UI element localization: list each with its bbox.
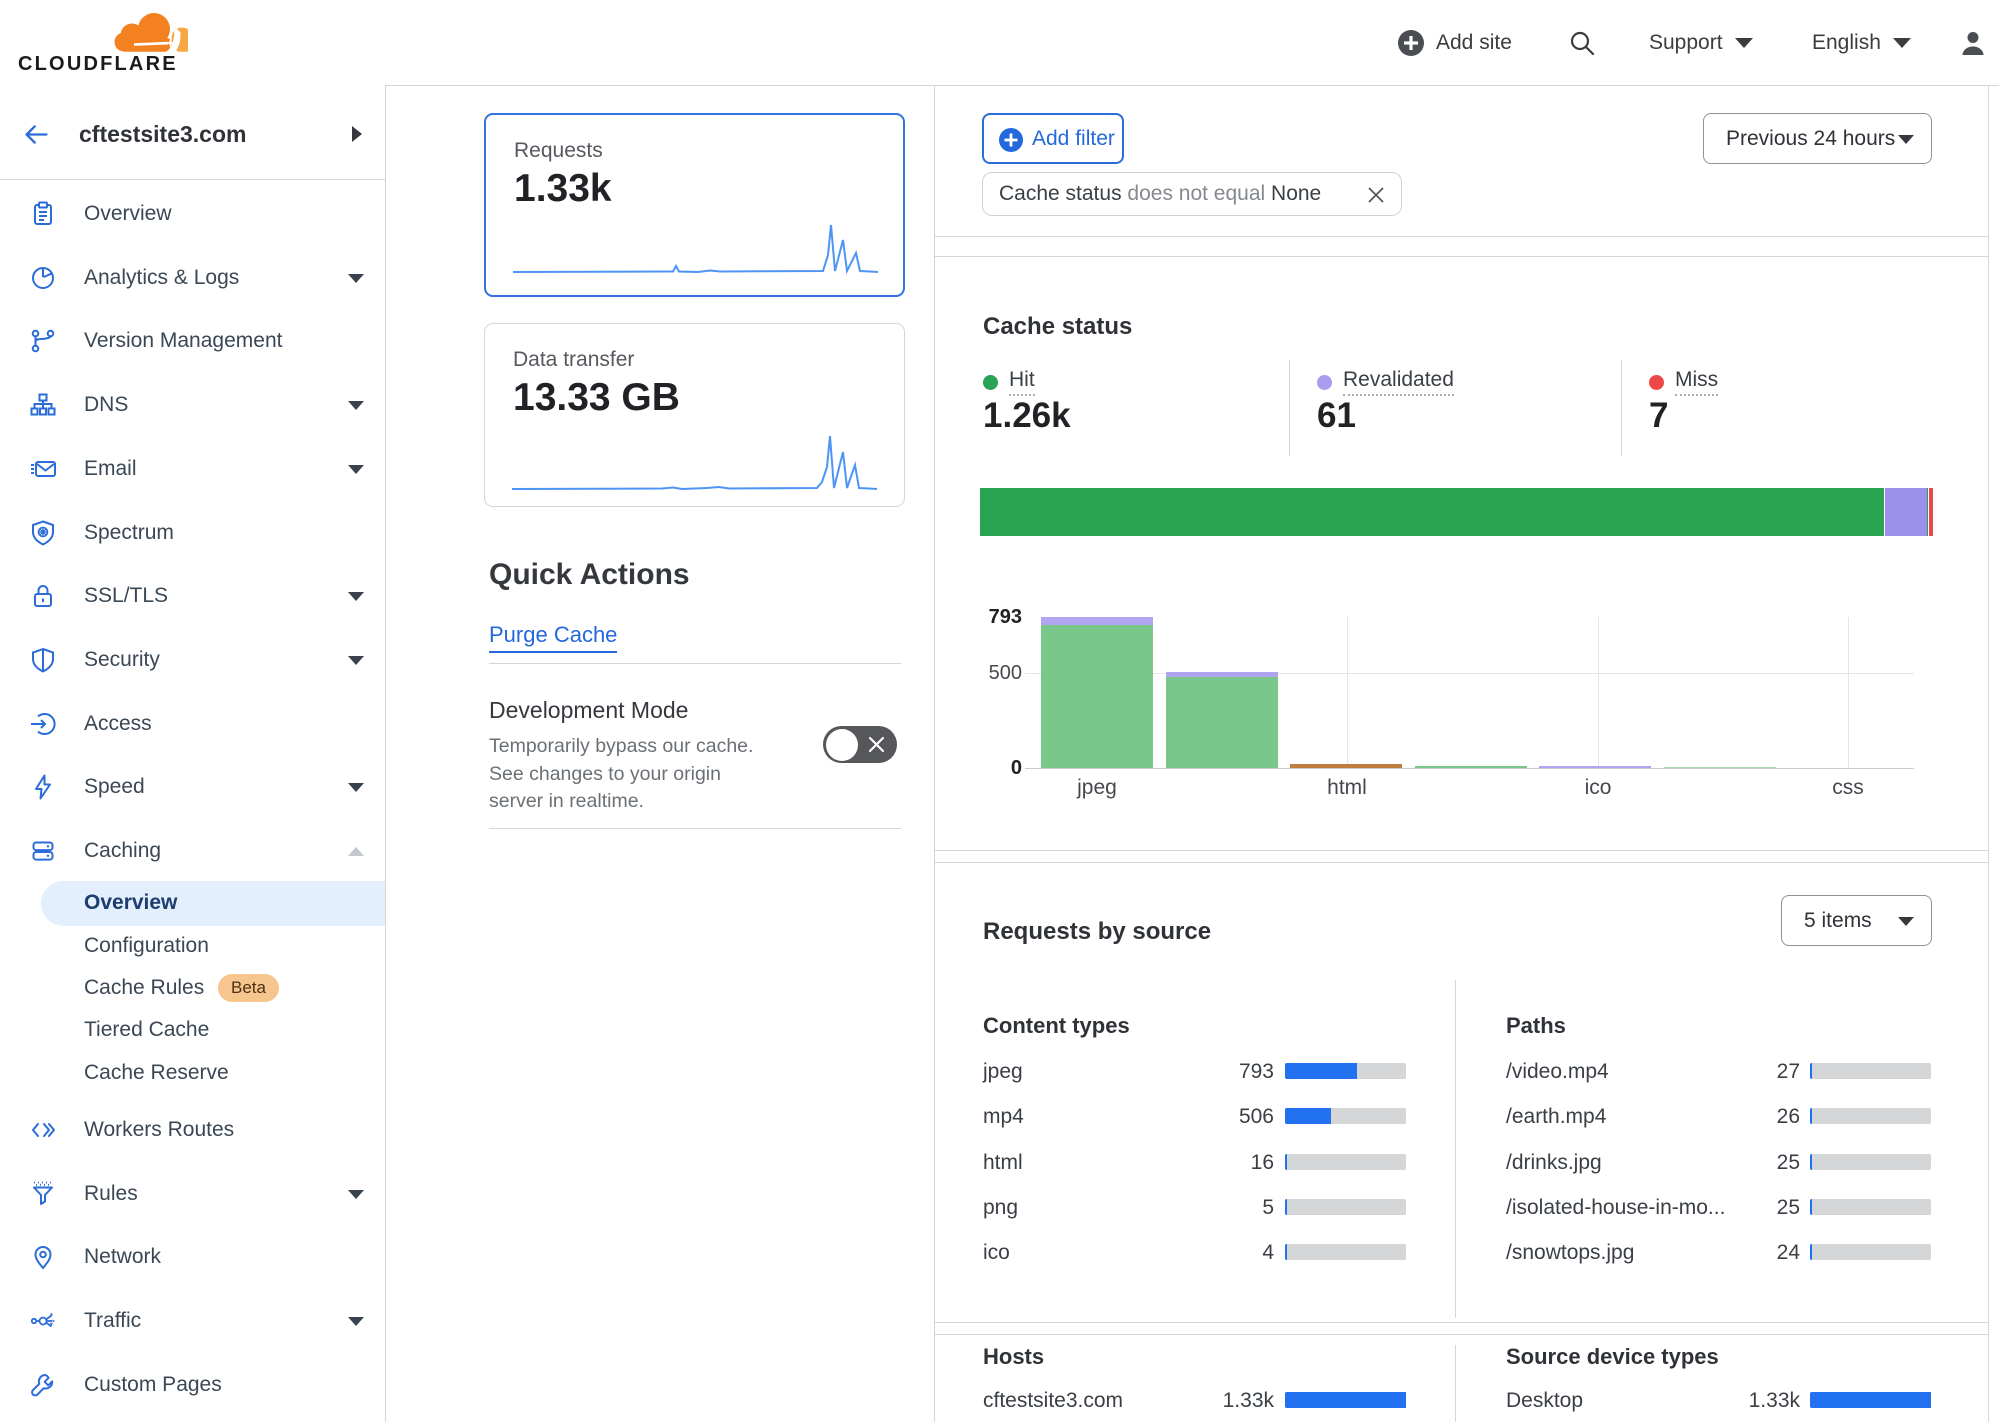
svg-text:CLOUDFLARE: CLOUDFLARE	[18, 53, 178, 72]
